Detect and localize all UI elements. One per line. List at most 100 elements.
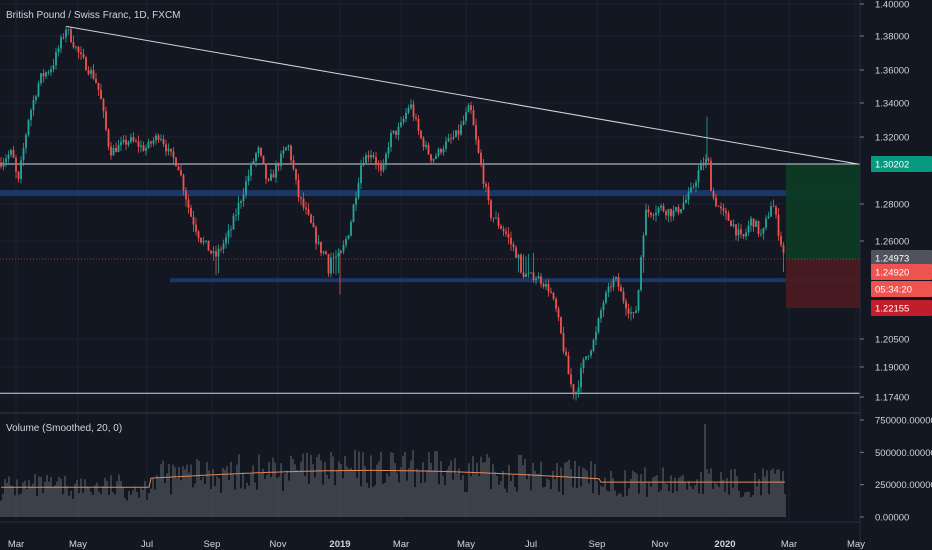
volume-bar <box>718 486 720 517</box>
candle-down <box>0 162 2 167</box>
candle-down <box>157 135 160 140</box>
candle-up <box>692 186 695 188</box>
volume-bar <box>590 461 592 517</box>
price-label-target-bg <box>871 156 932 172</box>
candle-up <box>112 147 115 156</box>
candle-down <box>567 355 570 375</box>
candle-down <box>115 147 117 152</box>
volume-bar <box>516 491 518 517</box>
volume-bar <box>596 481 598 517</box>
volume-bar <box>368 487 370 517</box>
volume-bar <box>280 463 282 517</box>
time-axis-label: May <box>457 539 475 550</box>
volume-bar <box>330 451 332 517</box>
candle-up <box>37 83 40 97</box>
candle-up <box>25 134 27 149</box>
volume-bar <box>122 487 124 517</box>
candle-up <box>745 232 747 237</box>
volume-bar <box>76 479 78 517</box>
volume-bar <box>738 490 740 517</box>
volume-bar <box>466 492 468 517</box>
volume-bar <box>472 456 474 517</box>
candle-down <box>307 209 310 215</box>
volume-bar <box>116 481 118 517</box>
candle-up <box>232 215 235 230</box>
time-axis-label: Nov <box>270 539 287 550</box>
candle-up <box>120 141 122 146</box>
volume-bar <box>236 464 238 517</box>
candle-down <box>142 145 145 151</box>
volume-bar <box>6 482 8 517</box>
volume-bar <box>118 474 120 517</box>
volume-bar <box>238 454 240 517</box>
candle-up <box>462 120 465 125</box>
candle-up <box>455 130 457 137</box>
candle-up <box>605 292 607 303</box>
volume-bar <box>678 477 680 517</box>
target-zone <box>786 164 860 259</box>
price-label-target: 1.30202 <box>875 160 909 171</box>
candle-up <box>270 174 272 181</box>
volume-bar <box>766 470 768 517</box>
volume-bar <box>344 456 346 517</box>
volume-bar <box>166 473 168 517</box>
volume-bar <box>700 472 702 517</box>
candle-up <box>140 145 142 147</box>
candle-down <box>415 117 417 119</box>
price-axis-label: 1.34000 <box>875 99 909 110</box>
volume-bar <box>748 491 750 517</box>
volume-bar <box>190 464 192 517</box>
volume-bar <box>698 493 700 517</box>
volume-bar <box>302 453 304 517</box>
candle-up <box>322 251 325 254</box>
volume-bar <box>102 486 104 517</box>
volume-bar <box>710 468 712 517</box>
volume-bar <box>92 494 94 517</box>
candle-down <box>450 138 452 140</box>
candle-down <box>722 208 725 211</box>
volume-bar <box>438 484 440 517</box>
volume-bar <box>58 477 60 517</box>
volume-bar <box>666 484 668 517</box>
candle-down <box>110 146 112 156</box>
candle-down <box>490 200 492 218</box>
candle-down <box>520 254 522 273</box>
volume-bar <box>198 460 200 517</box>
candle-down <box>727 213 730 221</box>
candle-down <box>72 42 75 48</box>
volume-bar <box>178 466 180 517</box>
volume-bar <box>366 482 368 517</box>
volume-bar <box>172 464 174 517</box>
volume-bar <box>684 482 686 517</box>
candle-up <box>525 273 527 278</box>
volume-bar <box>484 461 486 517</box>
time-axis-label: Mar <box>781 539 797 550</box>
candle-down <box>550 291 552 293</box>
time-axis-label: Sep <box>204 539 221 550</box>
volume-bar <box>120 481 122 517</box>
volume-bar <box>348 469 350 517</box>
volume-bar <box>60 478 62 517</box>
candle-down <box>475 125 477 140</box>
candle-down <box>492 217 495 219</box>
candle-down <box>380 165 382 171</box>
volume-bar <box>714 483 716 517</box>
volume-bar <box>722 479 724 517</box>
candle-down <box>100 89 102 100</box>
price-label-last: 1.24920 <box>875 268 909 279</box>
candle-up <box>770 206 772 217</box>
volume-bar <box>428 452 430 517</box>
candle-down <box>320 241 322 254</box>
volume-bar <box>512 475 514 517</box>
trendline <box>65 25 901 172</box>
volume-bar <box>350 467 352 517</box>
volume-bar <box>544 486 546 517</box>
volume-bar <box>486 453 488 517</box>
volume-bar <box>504 488 506 517</box>
candle-down <box>470 105 472 110</box>
volume-bar <box>74 483 76 517</box>
candle-up <box>700 162 702 171</box>
volume-bar <box>354 449 356 517</box>
